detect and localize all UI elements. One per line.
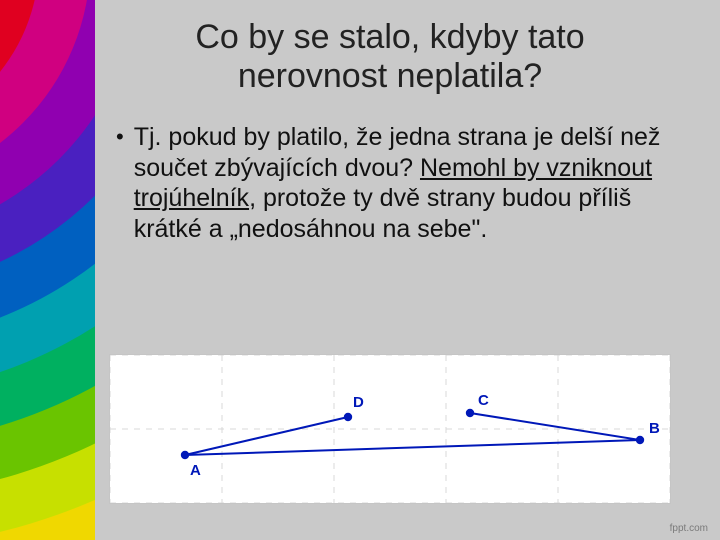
title-line-2: nerovnost neplatila? bbox=[238, 57, 542, 95]
svg-text:A: A bbox=[190, 462, 201, 479]
slide-title: Co by se stalo, kdyby tato nerovnost nep… bbox=[110, 18, 670, 96]
body-text: Tj. pokud by platilo, že jedna strana je… bbox=[134, 122, 670, 244]
svg-text:C: C bbox=[478, 392, 489, 409]
slide-content: Co by se stalo, kdyby tato nerovnost nep… bbox=[110, 18, 670, 244]
title-line-1: Co by se stalo, kdyby tato bbox=[195, 18, 584, 56]
rainbow-decoration bbox=[0, 0, 95, 540]
svg-text:D: D bbox=[353, 394, 364, 411]
footer-credit: fppt.com bbox=[670, 523, 708, 534]
svg-text:B: B bbox=[649, 420, 660, 437]
bullet-item: • Tj. pokud by platilo, že jedna strana … bbox=[110, 122, 670, 244]
triangle-diagram: A D C B bbox=[110, 355, 670, 503]
bullet-marker: • bbox=[116, 122, 124, 152]
